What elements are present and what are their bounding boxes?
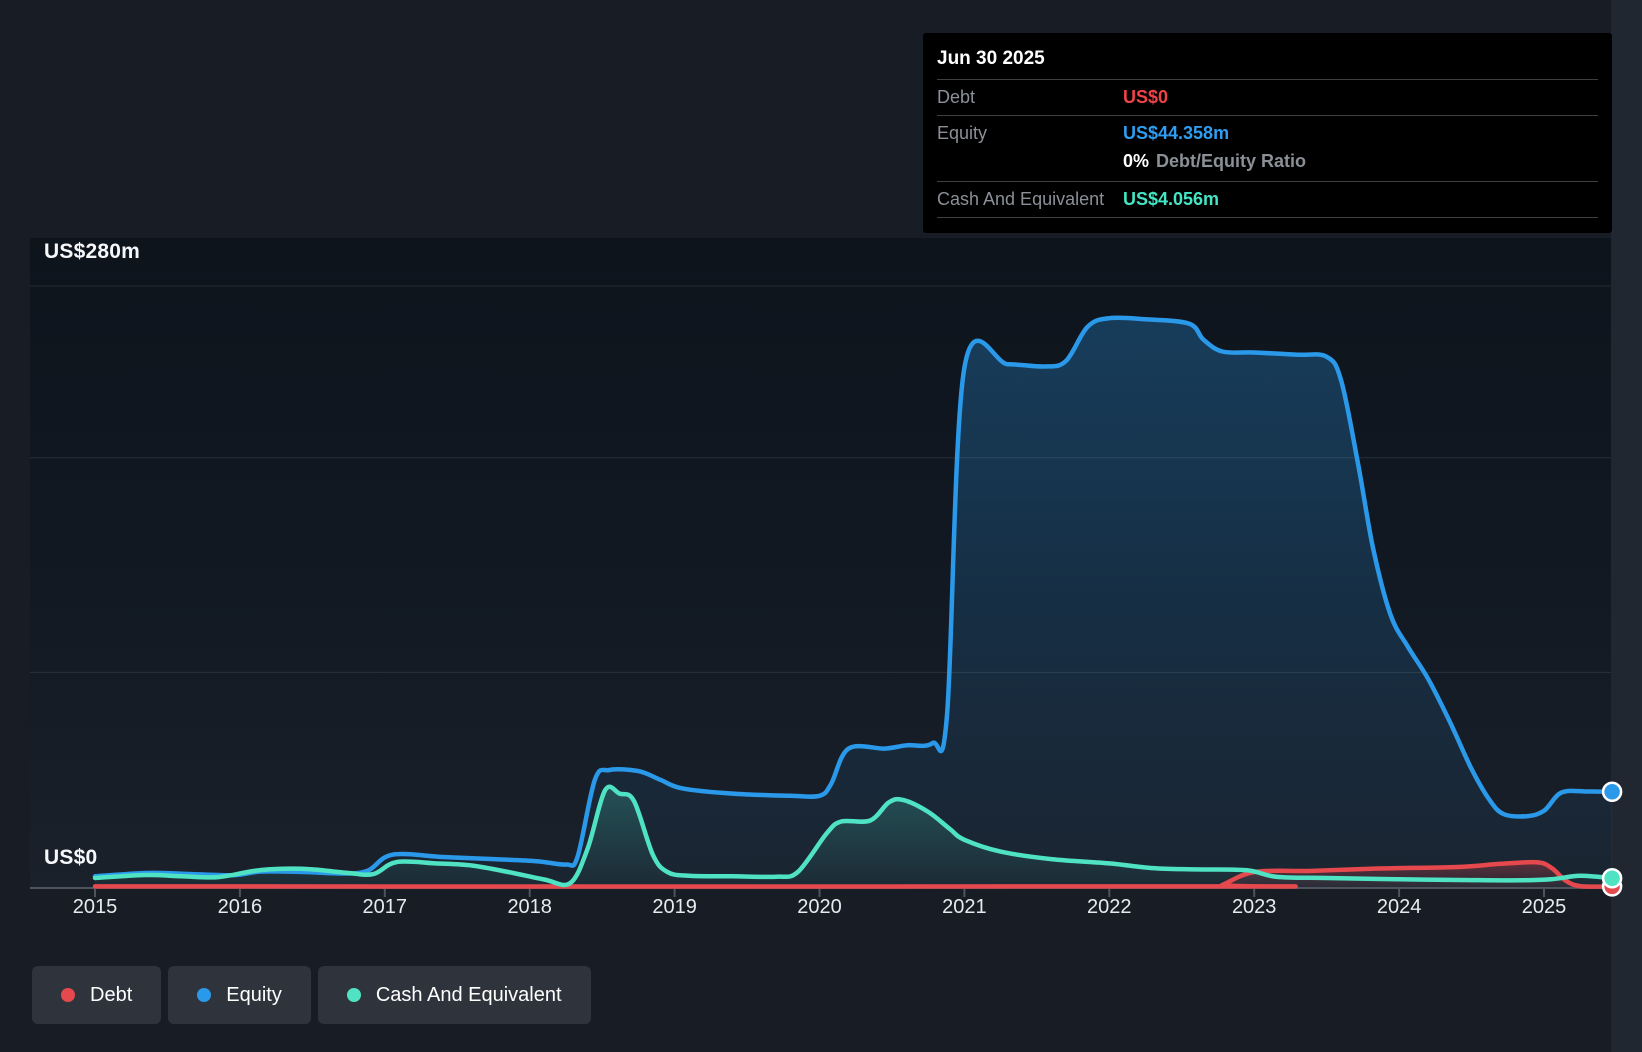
- legend-cash-label: Cash And Equivalent: [375, 983, 562, 1006]
- tooltip-divider: [937, 115, 1598, 116]
- tooltip-divider: [937, 217, 1598, 218]
- x-axis-label-2017: 2017: [362, 896, 408, 918]
- tooltip-row-cash: Cash And Equivalent US$4.056m: [923, 182, 1612, 217]
- tooltip-equity-label: Equity: [937, 123, 988, 143]
- end-marker-equity: [1601, 781, 1623, 803]
- x-axis-label-2023: 2023: [1231, 896, 1277, 918]
- y-axis-max-label: US$280m: [44, 240, 140, 263]
- tooltip-cash-value: US$4.056m: [1123, 189, 1220, 209]
- tooltip-row-equity: Equity US$44.358m: [923, 116, 1612, 151]
- tooltip-debt-label: Debt: [937, 87, 976, 107]
- tooltip-divider: [937, 181, 1598, 182]
- tooltip-ratio-label: Debt/Equity Ratio: [1156, 151, 1307, 171]
- tooltip-cash-label: Cash And Equivalent: [937, 189, 1105, 209]
- series-line-debt: [92, 859, 1615, 889]
- x-axis-label-2019: 2019: [652, 896, 697, 918]
- series-line-cash: [92, 784, 1615, 888]
- chart-tooltip: Jun 30 2025 Debt US$0 Equity US$44.358m …: [923, 33, 1612, 233]
- x-axis-label-2021: 2021: [942, 896, 987, 918]
- x-axis-label-2020: 2020: [797, 896, 842, 918]
- legend: Debt Equity Cash And Equivalent: [32, 966, 591, 1024]
- y-axis-zero-label: US$0: [44, 846, 98, 869]
- series-line-equity: [92, 315, 1615, 879]
- legend-item-cash[interactable]: Cash And Equivalent: [317, 966, 591, 1024]
- tooltip-divider: [937, 79, 1598, 80]
- series-area-cash: [95, 786, 1613, 887]
- legend-item-debt[interactable]: Debt: [32, 966, 162, 1024]
- tooltip-row-debt-equity-ratio: 0% Debt/Equity Ratio: [923, 151, 1612, 181]
- equity-swatch-icon: [197, 988, 212, 1002]
- legend-equity-label: Equity: [226, 983, 282, 1006]
- x-axis-label-2015: 2015: [72, 896, 118, 918]
- debt-swatch-icon: [61, 988, 75, 1002]
- cash-swatch-icon: [346, 988, 361, 1002]
- legend-item-equity[interactable]: Equity: [168, 966, 311, 1024]
- x-axis-label-2024: 2024: [1376, 896, 1422, 918]
- tooltip-equity-value: US$44.358m: [1123, 123, 1230, 143]
- tooltip-ratio-value: 0%: [1123, 151, 1150, 171]
- x-axis-label-2016: 2016: [217, 896, 263, 918]
- legend-debt-label: Debt: [90, 983, 133, 1006]
- series-area-equity: [95, 317, 1613, 888]
- x-axis-label-2018: 2018: [507, 896, 552, 918]
- tooltip-date: Jun 30 2025: [937, 48, 1045, 69]
- tooltip-debt-value: US$0: [1123, 87, 1169, 107]
- x-axis-label-2022: 2022: [1087, 896, 1132, 918]
- x-axis-label-2025: 2025: [1521, 896, 1567, 918]
- tooltip-row-debt: Debt US$0: [923, 80, 1612, 115]
- end-marker-cash: [1601, 868, 1623, 889]
